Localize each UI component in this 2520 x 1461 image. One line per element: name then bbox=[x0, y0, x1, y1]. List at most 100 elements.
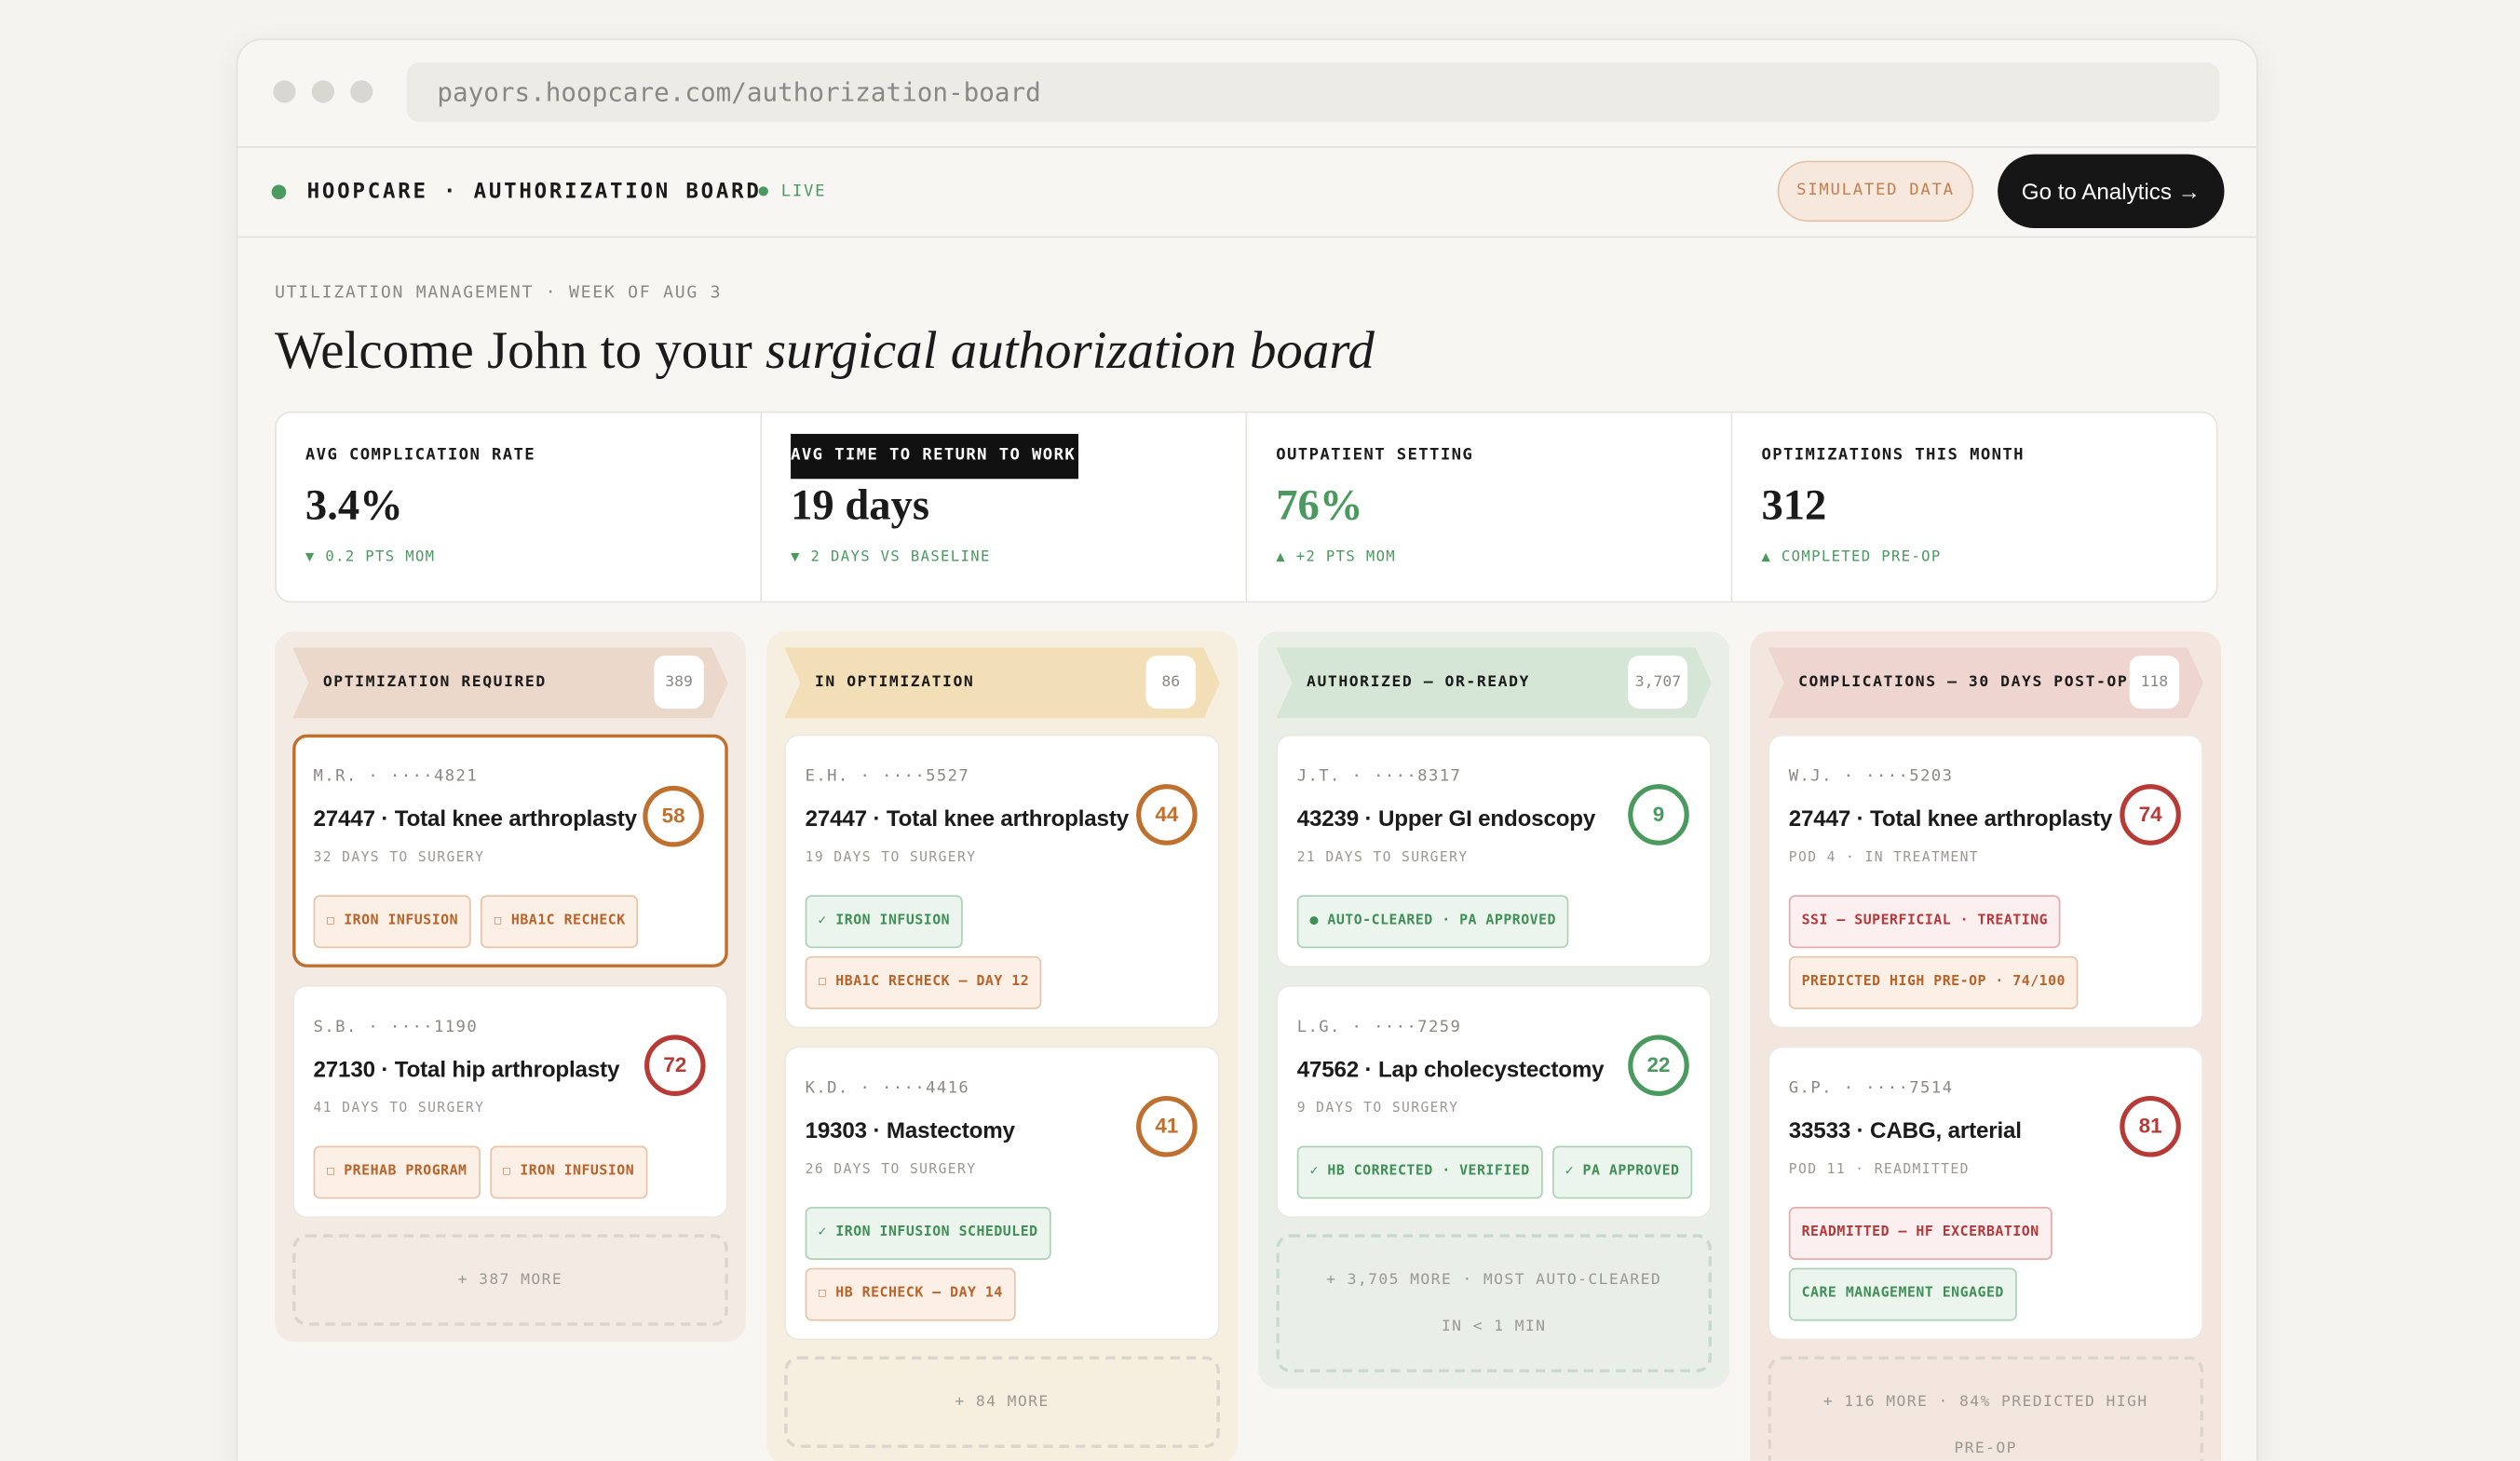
column-title: OPTIMIZATION REQUIRED bbox=[322, 673, 547, 692]
tag-row: ● AUTO-CLEARED · PA APPROVED bbox=[1296, 895, 1691, 949]
tag-row: ☐ PREHAB PROGRAM ☐ IRON INFUSION bbox=[313, 1145, 708, 1199]
board-column: COMPLICATIONS — 30 DAYS POST-OP 118 W.J. ·… bbox=[1750, 631, 2222, 1461]
timing: 21 DAYS TO SURGERY bbox=[1296, 849, 1469, 867]
column-header: OPTIMIZATION REQUIRED 389 bbox=[292, 647, 728, 718]
metric-card: OUTPATIENT SETTING 76% ▲ +2 PTS MOM bbox=[1245, 413, 1730, 602]
tag: ☐ HB RECHECK — DAY 14 bbox=[805, 1267, 1016, 1321]
metric-card: AVG TIME TO RETURN TO WORK 19 days ▼ 2 DAY… bbox=[760, 413, 1245, 602]
card-list: W.J. · ····5203 27447 · Total knee arthro… bbox=[1768, 734, 2204, 1341]
patient-id: G.P. · ····7514 bbox=[1788, 1079, 1954, 1098]
tag: ☐ HBA1C RECHECK — DAY 12 bbox=[805, 955, 1042, 1009]
risk-score: 72 bbox=[644, 1035, 706, 1096]
metric-value: 312 bbox=[1761, 480, 1827, 529]
tag-row: ☐ HBA1C RECHECK — DAY 12 bbox=[805, 955, 1199, 1009]
brand: HOOPCARE · AUTHORIZATION BOARD bbox=[306, 180, 762, 205]
column-count: 118 bbox=[2129, 656, 2180, 710]
url-bar[interactable]: payors.hoopcare.com/authorization-board bbox=[406, 62, 2220, 123]
procedure: 43239 · Upper GI endoscopy bbox=[1296, 805, 1596, 832]
title-emphasis: surgical authorization board bbox=[765, 322, 1375, 382]
risk-score: 58 bbox=[643, 785, 704, 847]
metric-label: AVG COMPLICATION RATE bbox=[305, 446, 536, 465]
metric-delta: ▼ 2 DAYS VS BASELINE bbox=[791, 549, 991, 566]
column-count: 389 bbox=[654, 656, 704, 710]
patient-card[interactable]: W.J. · ····5203 27447 · Total knee arthro… bbox=[1768, 734, 2204, 1029]
tag-row: PREDICTED HIGH PRE-OP · 74/100 bbox=[1788, 955, 2183, 1009]
board: OPTIMIZATION REQUIRED 389 M.R. · ····4821 2… bbox=[275, 631, 2222, 1461]
metric-value: 19 days bbox=[791, 480, 929, 529]
patient-id: E.H. · ····5527 bbox=[805, 767, 970, 786]
live-dot bbox=[758, 186, 768, 196]
window-dot bbox=[273, 80, 296, 103]
column-header: COMPLICATIONS — 30 DAYS POST-OP 118 bbox=[1768, 647, 2203, 718]
procedure: 19303 · Mastectomy bbox=[805, 1116, 1015, 1143]
timing: 19 DAYS TO SURGERY bbox=[805, 849, 977, 867]
window-dot bbox=[350, 80, 373, 103]
column-title: AUTHORIZED — OR-READY bbox=[1307, 673, 1530, 692]
procedure: 27447 · Total knee arthroplasty bbox=[805, 805, 1130, 832]
tag-row: SSI — SUPERFICIAL · TREATING bbox=[1788, 895, 2183, 949]
tag-list: ✓ IRON INFUSION ☐ HBA1C RECHECK — DAY 12 bbox=[805, 895, 1199, 1009]
procedure: 47562 · Lap cholecystectomy bbox=[1296, 1055, 1605, 1082]
patient-card[interactable]: G.P. · ····7514 33533 · CABG, arterial POD… bbox=[1768, 1046, 2204, 1341]
patient-card[interactable]: M.R. · ····4821 27447 · Total knee arthro… bbox=[292, 734, 728, 967]
patient-id: S.B. · ····1190 bbox=[313, 1019, 479, 1037]
tag: ✓ HB CORRECTED · VERIFIED bbox=[1296, 1145, 1543, 1199]
live-status: LIVE bbox=[780, 183, 827, 201]
risk-score: 74 bbox=[2120, 784, 2181, 845]
tag-list: ● AUTO-CLEARED · PA APPROVED bbox=[1296, 895, 1691, 949]
tag-list: ✓ HB CORRECTED · VERIFIED ✓ PA APPROVED bbox=[1296, 1145, 1693, 1199]
column-count: 86 bbox=[1145, 656, 1196, 710]
tag: SSI — SUPERFICIAL · TREATING bbox=[1788, 895, 2061, 949]
more-link[interactable]: + 3,705 MORE · MOST AUTO-CLEARED IN < 1 … bbox=[1276, 1234, 1712, 1373]
card-list: E.H. · ····5527 27447 · Total knee arthro… bbox=[784, 734, 1220, 1341]
patient-card[interactable]: S.B. · ····1190 27130 · Total hip arthrop… bbox=[292, 984, 728, 1219]
analytics-button[interactable]: Go to Analytics → bbox=[1998, 154, 2225, 229]
simulated-badge: SIMULATED DATA bbox=[1777, 160, 1974, 223]
tag: ✓ IRON INFUSION bbox=[805, 895, 963, 949]
patient-id: L.G. · ····7259 bbox=[1296, 1019, 1462, 1037]
timing: POD 4 · IN TREATMENT bbox=[1788, 849, 1980, 867]
column-title: IN OPTIMIZATION bbox=[814, 673, 975, 692]
tag-list: READMITTED — HF EXCERBATION CARE MANAGEME… bbox=[1788, 1207, 2183, 1321]
more-link[interactable]: + 116 MORE · 84% PREDICTED HIGH PRE-OP bbox=[1768, 1356, 2204, 1461]
tag: READMITTED — HF EXCERBATION bbox=[1788, 1207, 2053, 1261]
app-header: HOOPCARE · AUTHORIZATION BOARD LIVE SIMU… bbox=[237, 148, 2256, 238]
timing: 41 DAYS TO SURGERY bbox=[313, 1101, 485, 1117]
tag-row: READMITTED — HF EXCERBATION bbox=[1788, 1207, 2183, 1261]
tag: PREDICTED HIGH PRE-OP · 74/100 bbox=[1788, 955, 2079, 1009]
title-text: Welcome John to your bbox=[275, 322, 765, 382]
board-column: IN OPTIMIZATION 86 E.H. · ····5527 27447 · … bbox=[766, 631, 1238, 1461]
patient-card[interactable]: E.H. · ····5527 27447 · Total knee arthro… bbox=[784, 734, 1220, 1029]
tag: ✓ PA APPROVED bbox=[1551, 1145, 1693, 1199]
procedure: 27447 · Total knee arthroplasty bbox=[1788, 805, 2113, 832]
column-count: 3,707 bbox=[1628, 656, 1688, 710]
status-dot bbox=[271, 184, 287, 199]
tag: CARE MANAGEMENT ENGAGED bbox=[1788, 1267, 2017, 1321]
more-link[interactable]: + 84 MORE bbox=[784, 1356, 1220, 1448]
window-dot bbox=[311, 80, 334, 103]
board-column: OPTIMIZATION REQUIRED 389 M.R. · ····4821 2… bbox=[275, 631, 746, 1343]
board-column: AUTHORIZED — OR-READY 3,707 J.T. · ····831… bbox=[1258, 631, 1729, 1389]
risk-score: 9 bbox=[1628, 784, 1689, 845]
tag-row: ✓ HB CORRECTED · VERIFIED ✓ PA APPROVED bbox=[1296, 1145, 1693, 1199]
patient-card[interactable]: J.T. · ····8317 43239 · Upper GI endoscop… bbox=[1276, 734, 1712, 967]
column-header: IN OPTIMIZATION 86 bbox=[784, 647, 1220, 718]
column-title: COMPLICATIONS — 30 DAYS POST-OP bbox=[1798, 673, 2129, 692]
metric-delta: ▲ COMPLETED PRE-OP bbox=[1761, 549, 1942, 566]
tag: ☐ PREHAB PROGRAM bbox=[313, 1145, 481, 1199]
patient-id: W.J. · ····5203 bbox=[1788, 767, 1954, 786]
patient-card[interactable]: K.D. · ····4416 19303 · Mastectomy 26 DAYS… bbox=[784, 1046, 1220, 1341]
risk-score: 41 bbox=[1136, 1095, 1198, 1157]
tag-list: ☐ PREHAB PROGRAM ☐ IRON INFUSION bbox=[313, 1145, 708, 1199]
tag-list: ✓ IRON INFUSION SCHEDULED ☐ HB RECHECK — … bbox=[805, 1207, 1199, 1321]
more-link[interactable]: + 387 MORE bbox=[292, 1234, 728, 1326]
tag-list: SSI — SUPERFICIAL · TREATING PREDICTED HI… bbox=[1788, 895, 2183, 1009]
metric-value: 76% bbox=[1276, 480, 1363, 529]
risk-score: 22 bbox=[1628, 1035, 1689, 1096]
patient-card[interactable]: L.G. · ····7259 47562 · Lap cholecystecto… bbox=[1276, 984, 1712, 1219]
metric-label: OPTIMIZATIONS THIS MONTH bbox=[1761, 446, 2025, 465]
metrics-panel: AVG COMPLICATION RATE 3.4% ▼ 0.2 PTS MOM AV… bbox=[275, 411, 2218, 603]
timing: 32 DAYS TO SURGERY bbox=[313, 849, 485, 867]
